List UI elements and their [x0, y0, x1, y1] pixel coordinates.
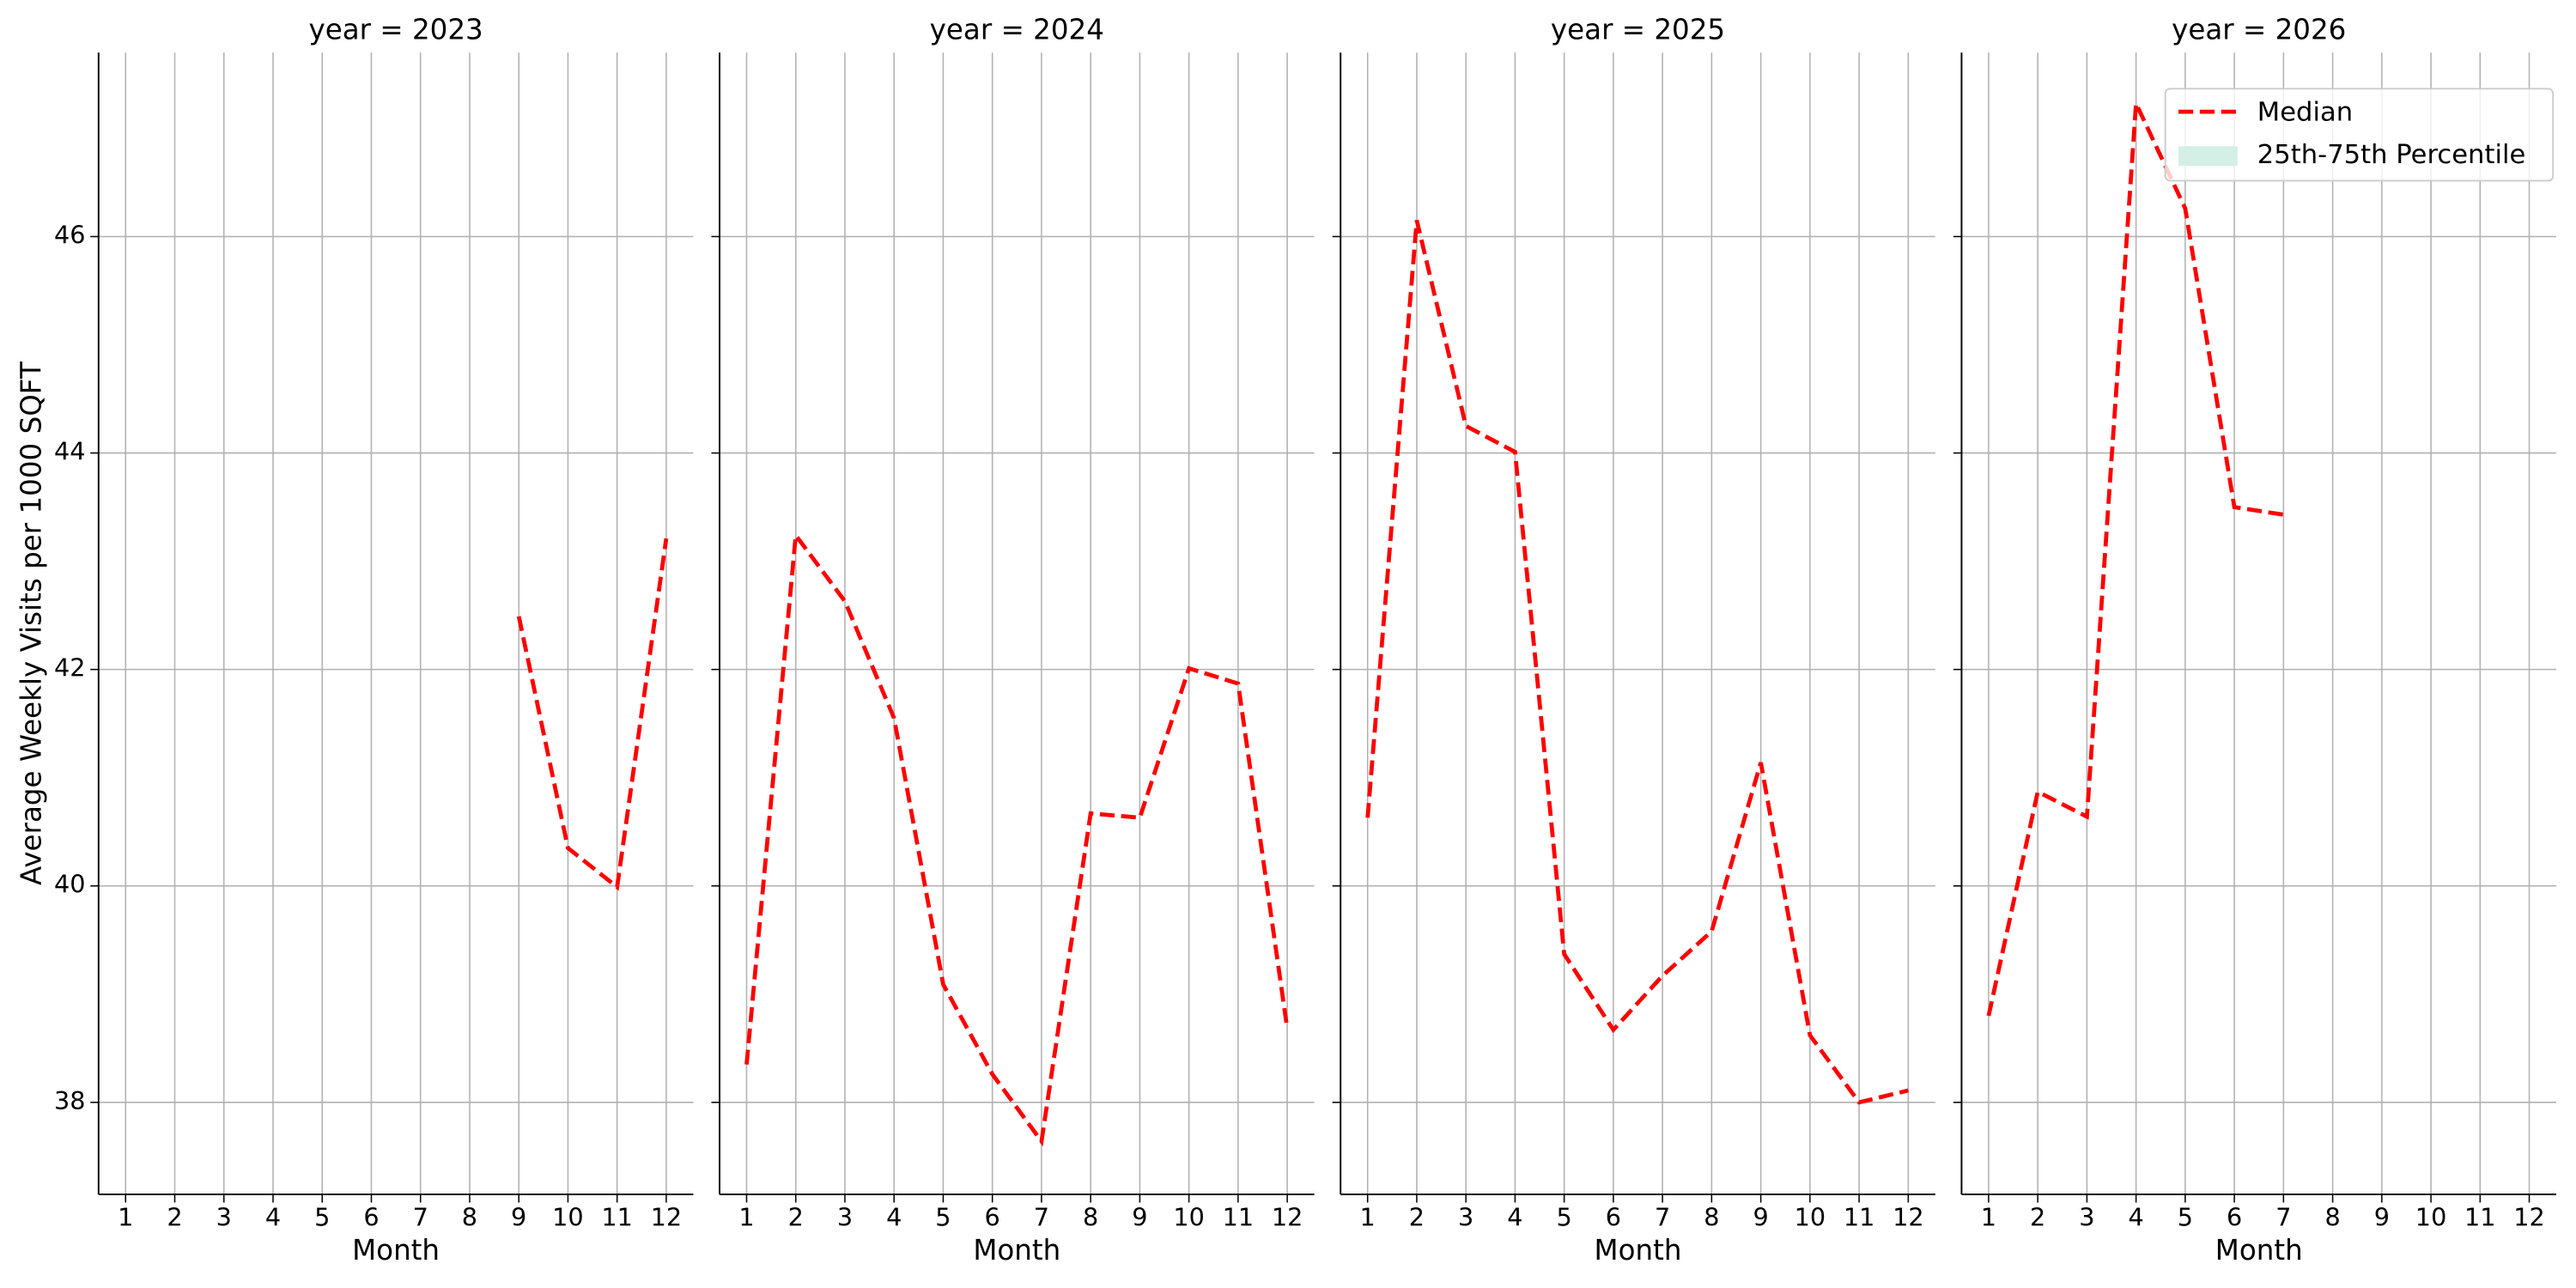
x-tick-label: 3 — [837, 1203, 853, 1232]
x-tick-label: 2 — [1409, 1203, 1425, 1232]
x-tick-label: 11 — [2464, 1203, 2496, 1232]
x-tick-label: 3 — [216, 1203, 232, 1232]
y-tick-label: 46 — [54, 220, 86, 249]
x-tick-label: 4 — [2129, 1203, 2144, 1232]
x-tick-label: 7 — [1034, 1203, 1049, 1232]
x-tick-label: 4 — [265, 1203, 281, 1232]
panel-title: year = 2023 — [308, 13, 483, 46]
y-tick-label: 42 — [54, 653, 86, 683]
x-tick-label: 9 — [1132, 1203, 1147, 1232]
line — [1986, 95, 2284, 1017]
x-tick-label: 1 — [738, 1203, 754, 1232]
panel-title: year = 2024 — [930, 13, 1104, 46]
line — [744, 529, 1290, 1147]
x-tick-label: 4 — [1507, 1203, 1522, 1232]
x-tick-label: 7 — [2275, 1203, 2291, 1232]
x-tick-label: 9 — [2374, 1203, 2390, 1232]
x-tick-label: 4 — [886, 1203, 902, 1232]
x-axis-label: Month — [352, 1234, 440, 1267]
x-tick-label: 12 — [1893, 1203, 1924, 1232]
x-tick-label: 8 — [2324, 1203, 2340, 1232]
x-tick-label: 6 — [1606, 1203, 1621, 1232]
x-tick-label: 1 — [1360, 1203, 1376, 1232]
x-tick-label: 9 — [511, 1203, 526, 1232]
x-tick-label: 3 — [1458, 1203, 1473, 1232]
x-tick-label: 8 — [1083, 1203, 1098, 1232]
x-tick-label: 10 — [1795, 1203, 1826, 1232]
x-tick-label: 10 — [552, 1203, 584, 1232]
line — [516, 538, 669, 891]
x-tick-label: 2 — [167, 1203, 182, 1232]
y-tick-label: 38 — [54, 1086, 86, 1115]
panel-title: year = 2025 — [1551, 13, 1725, 46]
x-tick-label: 11 — [1844, 1203, 1875, 1232]
x-tick-label: 2 — [2030, 1203, 2045, 1232]
x-tick-label: 6 — [363, 1203, 379, 1232]
x-tick-label: 3 — [2079, 1203, 2094, 1232]
y-axis-label: Average Weekly Visits per 1000 SQFT — [15, 361, 47, 885]
line — [1365, 220, 1909, 1105]
legend-label: 25th-75th Percentile — [2257, 140, 2526, 170]
x-tick-label: 1 — [118, 1203, 133, 1232]
y-tick-label: 40 — [54, 870, 86, 899]
x-tick-label: 2 — [788, 1203, 804, 1232]
x-tick-label: 6 — [2227, 1203, 2242, 1232]
legend-box — [2164, 88, 2555, 182]
x-tick-label: 9 — [1753, 1203, 1768, 1232]
x-tick-label: 5 — [1557, 1203, 1572, 1232]
x-tick-label: 10 — [1173, 1203, 1205, 1232]
x-tick-label: 6 — [985, 1203, 1000, 1232]
legend-swatch — [2178, 146, 2238, 167]
x-tick-label: 10 — [2415, 1203, 2447, 1232]
x-axis-label: Month — [973, 1234, 1060, 1267]
x-tick-label: 8 — [462, 1203, 477, 1232]
legend-label: Median — [2257, 98, 2353, 128]
x-tick-label: 8 — [1704, 1203, 1719, 1232]
x-tick-label: 7 — [1655, 1203, 1670, 1232]
x-tick-label: 12 — [1272, 1203, 1303, 1232]
x-tick-label: 11 — [1223, 1203, 1255, 1232]
x-axis-label: Month — [1595, 1234, 1682, 1267]
panel-title: year = 2026 — [2172, 13, 2346, 46]
x-tick-label: 12 — [2513, 1203, 2545, 1232]
x-tick-label: 5 — [314, 1203, 330, 1232]
x-tick-label: 1 — [1981, 1203, 1996, 1232]
x-tick-label: 5 — [935, 1203, 951, 1232]
x-tick-label: 12 — [651, 1203, 683, 1232]
x-tick-label: 5 — [2178, 1203, 2193, 1232]
x-tick-label: 7 — [413, 1203, 428, 1232]
y-tick-label: 44 — [54, 437, 86, 466]
x-tick-label: 11 — [601, 1203, 633, 1232]
x-axis-label: Month — [2215, 1234, 2303, 1267]
